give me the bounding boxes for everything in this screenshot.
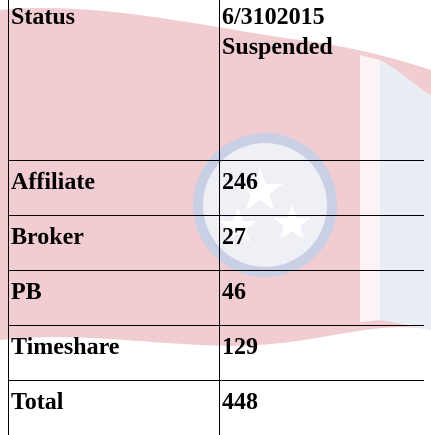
row-label: PB bbox=[9, 271, 220, 326]
row-value: 448 bbox=[220, 381, 425, 435]
row-value: 129 bbox=[220, 326, 425, 381]
header-row: Status 6/3102015 Suspended bbox=[9, 0, 425, 161]
row-label: Affiliate bbox=[9, 161, 220, 216]
header-cell: 6/3102015 Suspended bbox=[220, 0, 425, 161]
row-label: Timeshare bbox=[9, 326, 220, 381]
row-label: Total bbox=[9, 381, 220, 435]
row-value: 46 bbox=[220, 271, 425, 326]
row-value: 27 bbox=[220, 216, 425, 271]
row-value: 246 bbox=[220, 161, 425, 216]
row-label: Broker bbox=[9, 216, 220, 271]
header-cell: Status bbox=[9, 0, 220, 161]
page: Status 6/3102015 Suspended Affiliate246B… bbox=[0, 0, 431, 430]
